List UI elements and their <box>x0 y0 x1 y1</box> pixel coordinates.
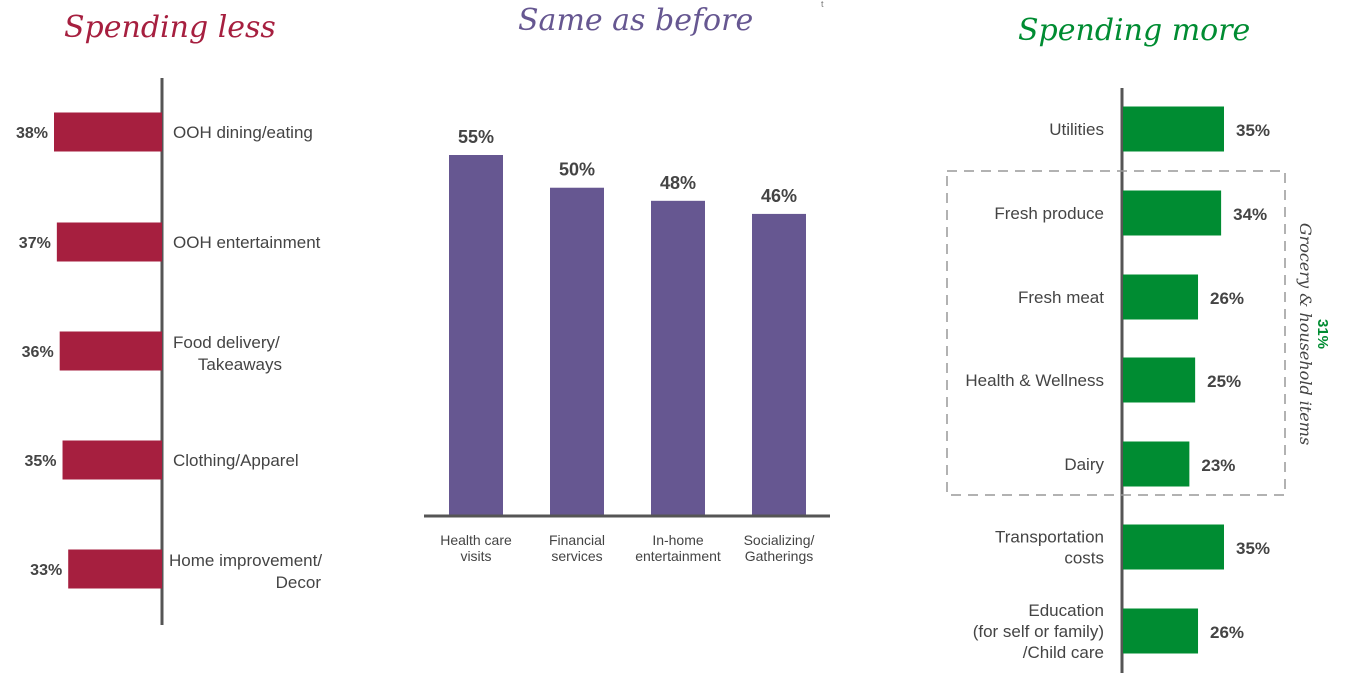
less-bar <box>62 440 162 480</box>
more-value-label: 35% <box>1236 539 1270 558</box>
less-value-label: 33% <box>30 562 62 579</box>
more-bar <box>1123 524 1224 570</box>
more-value-label: 26% <box>1210 623 1244 642</box>
grocery-group-label: Grocery & household items <box>1296 223 1315 445</box>
more-category-label: Transportation costs <box>995 528 1104 568</box>
more-value-label: 26% <box>1210 289 1244 308</box>
same-value-label: 48% <box>660 173 696 193</box>
more-bar <box>1123 190 1222 236</box>
more-bar <box>1123 106 1224 152</box>
less-bar <box>54 112 162 152</box>
same-value-label: 46% <box>761 186 797 206</box>
same-category-label: Socializing/Gatherings <box>744 532 815 564</box>
less-value-label: 36% <box>22 344 54 361</box>
more-value-label: 35% <box>1236 121 1270 140</box>
more-bar <box>1123 608 1199 654</box>
spending-less-title: Spending less <box>64 10 276 45</box>
less-value-label: 38% <box>16 125 48 142</box>
less-bar <box>59 331 162 371</box>
less-category-label: Food delivery/Takeaways <box>173 333 282 374</box>
more-bar <box>1123 441 1190 487</box>
stray-mark: t <box>821 0 824 9</box>
more-category-label: Fresh produce <box>994 204 1104 223</box>
same-category-label: In-home entertainment <box>635 532 721 564</box>
same-bar <box>752 213 806 515</box>
same-category-label: Health care visits <box>440 532 512 564</box>
same-bar <box>449 155 503 515</box>
less-category-label: Clothing/Apparel <box>173 451 299 470</box>
less-category-label: OOH dining/eating <box>173 123 313 142</box>
less-value-label: 35% <box>24 453 56 470</box>
more-category-label: Education (for self or family)/Child care <box>973 601 1104 662</box>
more-category-label: Dairy <box>1064 455 1104 474</box>
same-bar <box>651 200 705 515</box>
more-category-label: Health & Wellness <box>965 371 1104 390</box>
spending-more-title: Spending more <box>1018 13 1251 48</box>
same-bar <box>550 187 604 515</box>
more-category-label: Utilities <box>1049 120 1104 139</box>
more-category-label: Fresh meat <box>1018 288 1104 307</box>
less-value-label: 37% <box>19 235 51 252</box>
more-bar <box>1123 274 1199 320</box>
more-bar <box>1123 357 1196 403</box>
grocery-group-box <box>946 170 1286 496</box>
more-value-label: 25% <box>1207 372 1241 391</box>
less-category-label: Home improvement/Decor <box>169 551 322 592</box>
less-bar <box>56 222 163 262</box>
grocery-group-value: 31% <box>1314 319 1331 349</box>
more-value-label: 34% <box>1233 205 1267 224</box>
same-value-label: 55% <box>458 127 494 147</box>
same-value-label: 50% <box>559 160 595 180</box>
less-bar <box>68 549 162 589</box>
same-category-label: Financial services <box>549 532 605 564</box>
same-as-before-title: Same as before <box>518 3 754 38</box>
less-category-label: OOH entertainment <box>173 233 321 252</box>
more-value-label: 23% <box>1201 456 1235 475</box>
